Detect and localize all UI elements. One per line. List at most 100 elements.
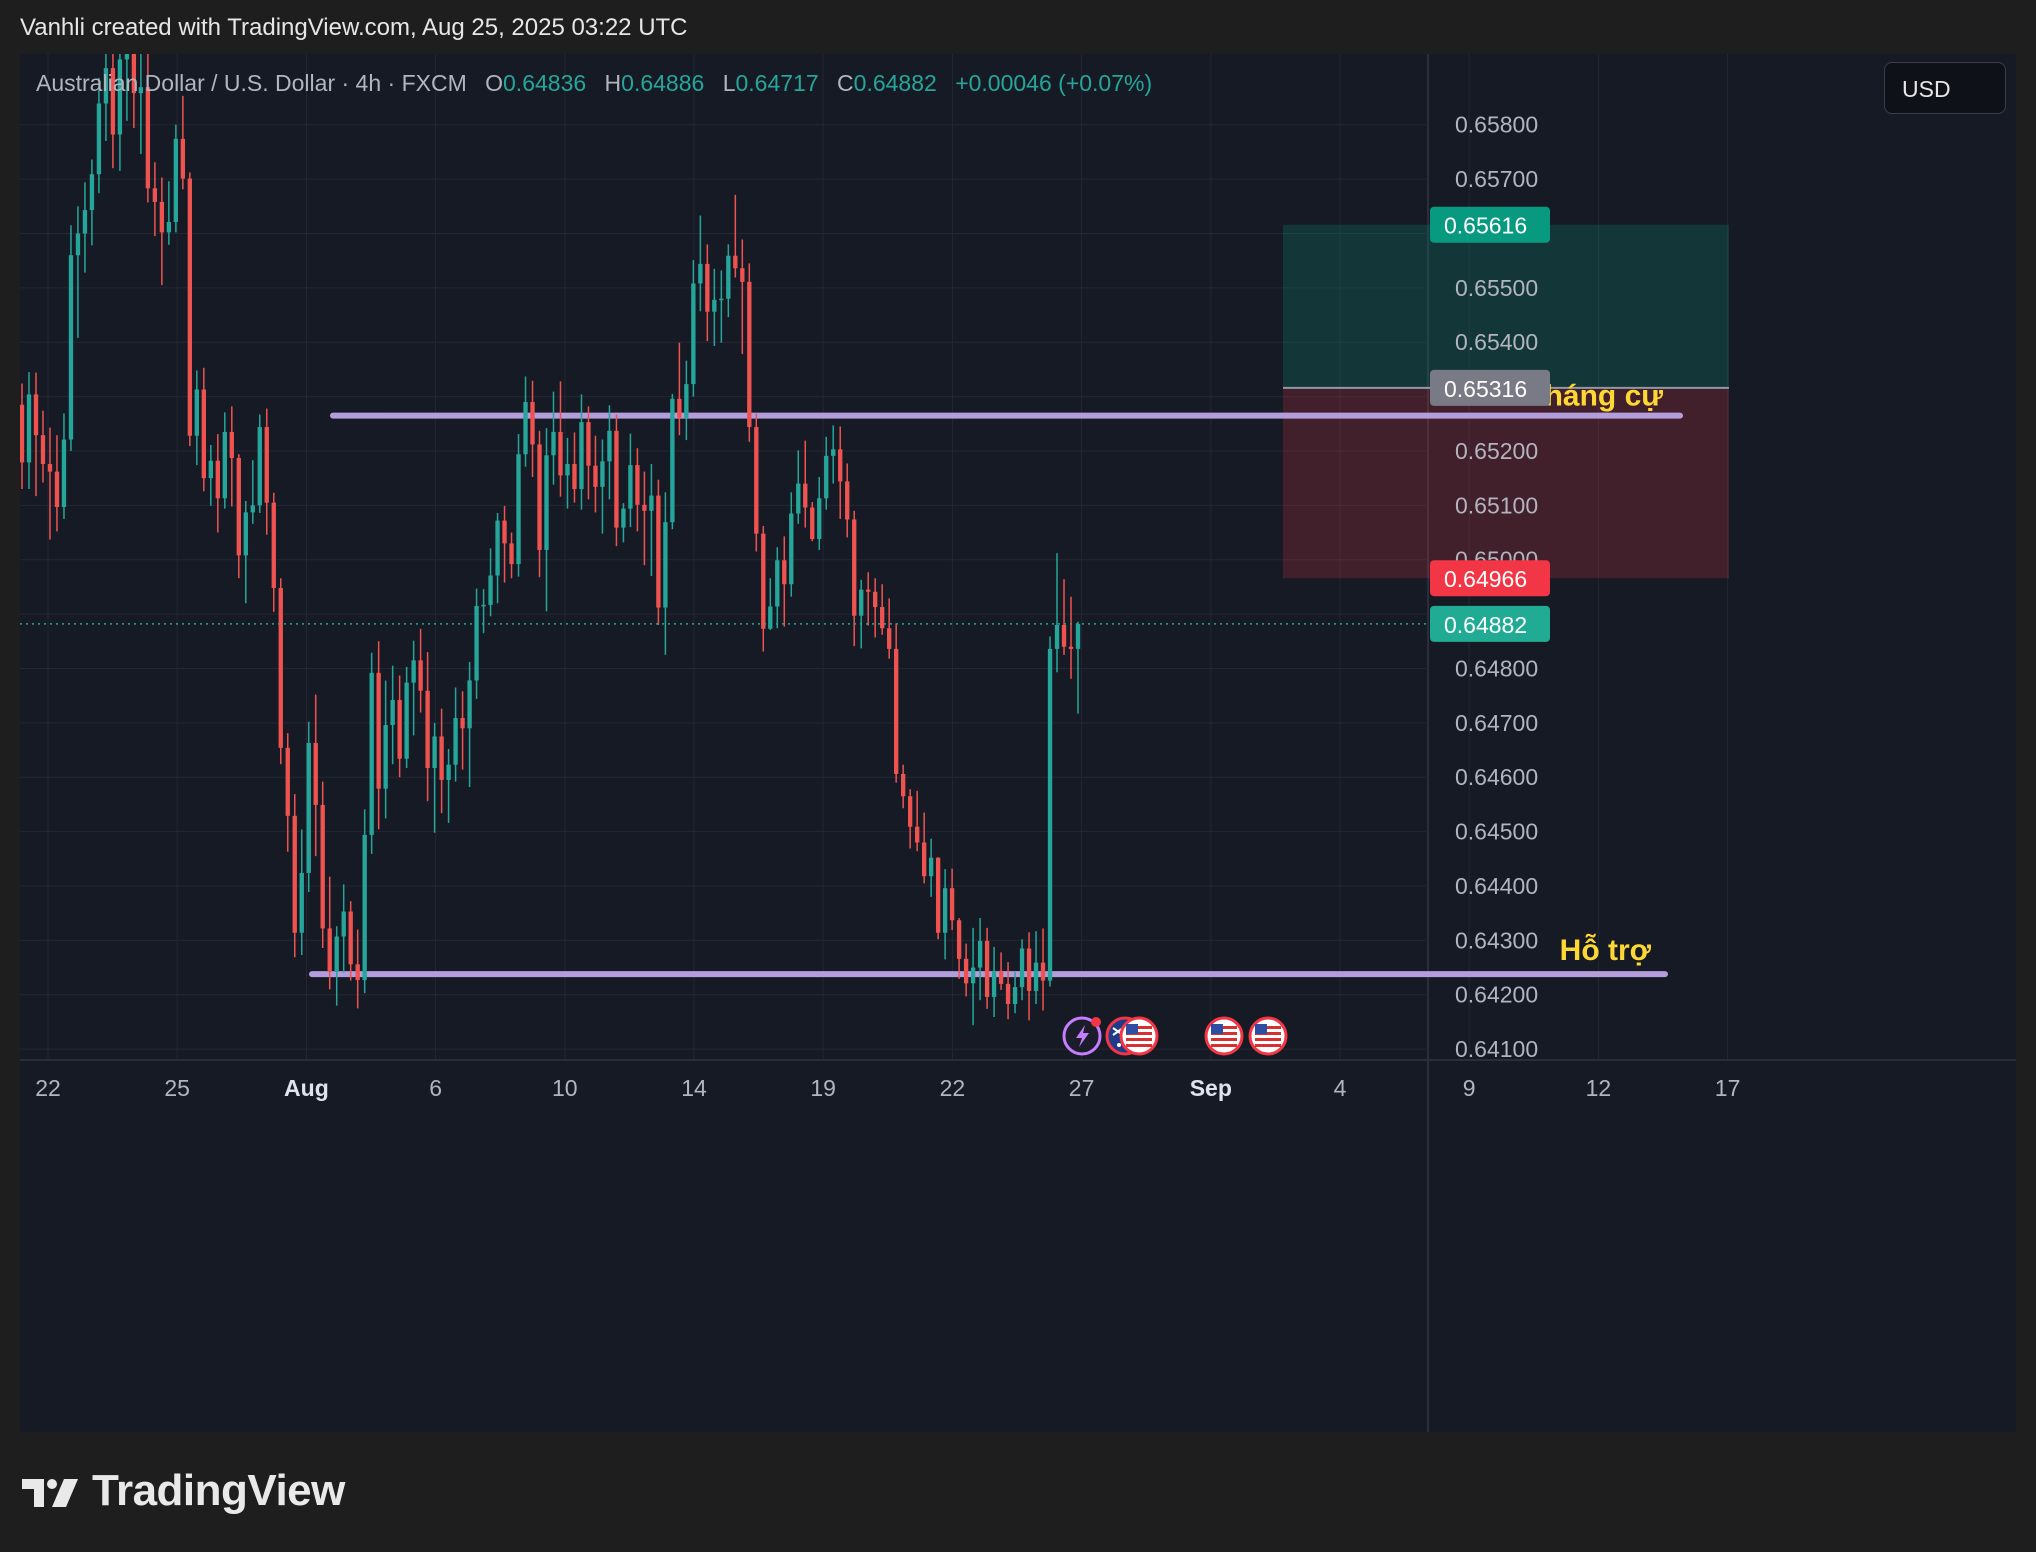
candle-body <box>467 680 472 729</box>
candle-body <box>131 54 137 94</box>
time-tick-label: 19 <box>810 1075 836 1101</box>
candle <box>460 691 465 770</box>
candle <box>796 450 801 524</box>
candle-body <box>907 796 913 827</box>
candle-body <box>921 842 927 877</box>
price-tick-label: 0.64800 <box>1455 655 1538 681</box>
candle-body <box>698 263 703 284</box>
candle <box>327 876 332 990</box>
candle <box>789 492 794 597</box>
candle-body <box>1047 648 1053 981</box>
candle-body <box>1040 962 1046 981</box>
candle-body <box>20 404 25 463</box>
price-badge-bg <box>1430 206 1550 243</box>
candle <box>775 547 780 629</box>
candle <box>47 427 53 540</box>
low-value: 0.64717 <box>735 70 819 96</box>
us-flag-icon[interactable] <box>1119 1016 1159 1056</box>
candle-body <box>75 233 81 256</box>
candle-body <box>68 255 74 440</box>
candle-body <box>838 449 843 482</box>
candle-body <box>712 299 717 312</box>
candle-body <box>558 431 563 476</box>
candle <box>138 54 144 155</box>
candle-body <box>530 402 535 445</box>
lightning-icon[interactable] <box>1062 1016 1102 1056</box>
candle <box>481 589 486 634</box>
candle <box>621 503 626 543</box>
candle <box>467 661 472 788</box>
candle-body <box>201 389 206 479</box>
candle <box>866 572 871 626</box>
candle-body <box>831 449 836 456</box>
candle <box>900 764 906 809</box>
tradingview-logo[interactable]: TradingView <box>22 1466 345 1516</box>
candle <box>285 733 290 852</box>
candle <box>495 512 500 604</box>
candle <box>20 383 25 490</box>
candle-body <box>600 461 605 487</box>
candle-body <box>775 560 780 607</box>
candle <box>838 426 843 519</box>
us-flag-icon[interactable] <box>1204 1016 1244 1056</box>
candle-body <box>761 533 766 629</box>
candle-body <box>845 481 850 520</box>
high-value: 0.64886 <box>621 70 705 96</box>
candle <box>977 918 983 1001</box>
candle-body <box>264 427 269 503</box>
us-flag-stripe <box>1255 1026 1281 1029</box>
candle-body <box>306 742 311 873</box>
candle-body <box>705 263 710 312</box>
candle-body <box>859 589 864 616</box>
us-flag-stripe <box>1211 1044 1237 1047</box>
currency-selector-button[interactable]: USD <box>1884 62 2006 114</box>
candle <box>201 367 206 492</box>
candle <box>942 869 948 960</box>
candle <box>530 380 535 478</box>
take-profit-zone <box>1283 224 1729 388</box>
us-flag-canton <box>1211 1024 1223 1034</box>
candle <box>1026 932 1032 1021</box>
price-tick-label: 0.65200 <box>1455 438 1538 464</box>
candle-body <box>579 422 584 490</box>
candle-body <box>1068 646 1074 649</box>
candle-body <box>481 604 486 607</box>
candle-body <box>670 398 675 523</box>
candle-body <box>824 455 829 499</box>
us-flag-icon[interactable] <box>1248 1016 1288 1056</box>
candle-body <box>208 460 213 479</box>
candle <box>572 432 577 503</box>
candle <box>411 640 416 736</box>
price-tick-label: 0.65800 <box>1455 112 1538 138</box>
candle <box>586 406 591 500</box>
candle <box>1068 596 1074 679</box>
candle-body <box>383 725 388 789</box>
candle-body <box>1005 983 1011 1004</box>
candle <box>222 412 227 509</box>
candle-body <box>138 87 144 94</box>
candle <box>180 95 186 190</box>
candle-body <box>327 928 332 972</box>
candle <box>383 680 388 819</box>
us-flag-stripe <box>1211 1032 1237 1035</box>
us-flag-stripe <box>1126 1038 1152 1041</box>
candle <box>642 471 647 566</box>
candle <box>54 435 60 532</box>
candle-body <box>33 394 39 436</box>
candle <box>348 901 353 981</box>
candle-body <box>82 210 88 234</box>
candle-body <box>257 427 262 506</box>
candle-body <box>397 700 402 759</box>
candle <box>859 579 864 649</box>
candle <box>68 225 74 451</box>
time-tick-label: Sep <box>1190 1075 1232 1101</box>
candle <box>537 430 542 578</box>
candle-body <box>628 465 633 509</box>
close-label: C <box>837 70 854 96</box>
stop-loss-zone <box>1283 387 1729 579</box>
price-tick-label: 0.65500 <box>1455 275 1538 301</box>
candle <box>376 641 381 830</box>
candle-body <box>439 736 444 780</box>
